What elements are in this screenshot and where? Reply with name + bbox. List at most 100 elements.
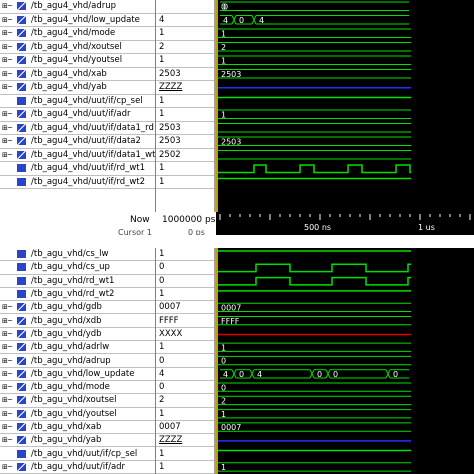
expand-icon[interactable]: ⊞─ bbox=[2, 42, 13, 51]
signal-row[interactable]: ⊞─ /tb_agu_vhd/mode bbox=[0, 381, 155, 395]
signal-row[interactable]: /tb_agu_vhd/cs_lw bbox=[0, 248, 155, 262]
signal-value: ZZZZ bbox=[159, 435, 183, 446]
signal-row[interactable]: ⊞─ /tb_agu4_vhd/uut/if/data1_wt bbox=[0, 149, 155, 162]
expand-icon[interactable]: ⊞─ bbox=[2, 83, 13, 92]
value-row: 4 bbox=[156, 368, 214, 381]
signal-name: /tb_agu4_vhd/xoutsel bbox=[31, 41, 122, 52]
signal-row[interactable]: /tb_agu_vhd/cs_up bbox=[0, 261, 155, 275]
expand-icon[interactable]: ⊞─ bbox=[2, 383, 13, 392]
expand-icon[interactable]: ⊞─ bbox=[2, 15, 13, 24]
signal-row[interactable]: ⊞─ /tb_agu4_vhd/youtsel bbox=[0, 54, 155, 68]
signal-row[interactable]: ⊞─ /tb_agu4_vhd/uut/if/data1_rd bbox=[0, 122, 155, 135]
signal-value: XXXX bbox=[159, 328, 183, 339]
signal-row[interactable]: /tb_agu_vhd/rd_wt2 bbox=[0, 288, 155, 302]
signal-name: /tb_agu_vhd/yab bbox=[31, 435, 102, 446]
signal-value: 2503 bbox=[159, 136, 181, 147]
expand-icon[interactable]: ⊞─ bbox=[2, 316, 13, 325]
signal-row[interactable]: ⊞─ /tb_agu4_vhd/yab bbox=[0, 81, 155, 95]
signal-row[interactable]: ⊞─ /tb_agu4_vhd/xoutsel bbox=[0, 41, 155, 54]
signal-row[interactable]: ⊞─ /tb_agu_vhd/youtsel bbox=[0, 408, 155, 421]
time-tick-label: 1 us bbox=[418, 223, 435, 232]
signal-name: /tb_agu_vhd/rd_wt1 bbox=[31, 275, 115, 286]
bus-signal-icon bbox=[17, 383, 26, 392]
top-signal-values: 4 1 2 1 2503 ZZZZ 1 1 2503 2503 2502 1 1 bbox=[156, 0, 216, 212]
bus-signal-icon bbox=[17, 150, 26, 159]
signal-row[interactable]: /tb_agu_vhd/uut/if/cp_sel bbox=[0, 447, 155, 461]
expand-icon[interactable]: ⊞─ bbox=[2, 123, 13, 132]
top-waveform-area[interactable]: 0 0 4 0 4 1 2 1 2503 1 2503 500 ns 1 us bbox=[216, 0, 474, 235]
signal-value: 1 bbox=[159, 448, 165, 459]
value-row: 1 bbox=[156, 162, 214, 176]
signal-row[interactable]: ⊞─ /tb_agu4_vhd/mode bbox=[0, 27, 155, 41]
signal-row[interactable]: /tb_agu_vhd/rd_wt1 bbox=[0, 275, 155, 288]
signal-value: 2503 bbox=[159, 122, 181, 133]
signal-row[interactable]: ⊞─ /tb_agu4_vhd/uut/if/data2 bbox=[0, 135, 155, 149]
signal-row[interactable]: /tb_agu4_vhd/uut/if/rd_wt1 bbox=[0, 162, 155, 176]
expand-icon[interactable]: ⊞─ bbox=[2, 110, 13, 119]
expand-icon[interactable]: ⊞─ bbox=[2, 29, 13, 38]
bus-signal-icon bbox=[17, 462, 26, 471]
adrup-bus bbox=[218, 355, 411, 366]
signal-row[interactable]: ⊞─ /tb_agu_vhd/adrup bbox=[0, 354, 155, 368]
signal-row[interactable]: ⊞─ /tb_agu4_vhd/uut/if/adr bbox=[0, 108, 155, 122]
signal-row[interactable]: ⊞─ /tb_agu4_vhd/low_update bbox=[0, 14, 155, 27]
adrlw-bus bbox=[218, 342, 411, 352]
signal-name: /tb_agu4_vhd/low_update bbox=[31, 14, 140, 25]
bus-signal-icon bbox=[17, 303, 26, 312]
signal-value: 1 bbox=[159, 176, 165, 187]
signal-icon bbox=[17, 164, 26, 173]
expand-icon[interactable]: ⊞─ bbox=[2, 343, 13, 352]
signal-row[interactable]: ⊞─ /tb_agu4_vhd/xab bbox=[0, 68, 155, 81]
signal-name: /tb_agu_vhd/uut/if/cp_sel bbox=[31, 448, 138, 459]
data2-label: 2503 bbox=[221, 138, 241, 147]
signal-row[interactable]: ⊞─ /tb_agu_vhd/ydb bbox=[0, 328, 155, 342]
bottom-waveform-area[interactable]: 0007 FFFF 1 0 4 0 4 0 0 0 0 2 1 0007 1 bbox=[216, 248, 474, 474]
bottom-signal-values: 1 0 0 1 0007 FFFF XXXX 1 0 4 0 2 1 0007 ZZZZ 1 1 bbox=[156, 248, 216, 474]
expand-icon[interactable]: ⊞─ bbox=[2, 462, 13, 471]
expand-icon[interactable]: ⊞─ bbox=[2, 329, 13, 338]
xdb-label: FFFF bbox=[221, 317, 240, 326]
gdb-bus bbox=[218, 302, 411, 312]
signal-row[interactable]: ⊞─ /tb_agu4_vhd/adrup bbox=[0, 0, 155, 14]
xoutsel-bus bbox=[218, 395, 411, 406]
expand-icon[interactable]: ⊞─ bbox=[2, 150, 13, 159]
signal-row[interactable]: ⊞─ /tb_agu_vhd/adrlw bbox=[0, 341, 155, 355]
expand-icon[interactable]: ⊞─ bbox=[2, 356, 13, 365]
signal-row[interactable]: ⊞─ /tb_agu_vhd/yab bbox=[0, 434, 155, 448]
signal-name: /tb_agu4_vhd/uut/if/data1_rd bbox=[31, 122, 154, 133]
bottom-waveform-canvas[interactable]: 0007 FFFF 1 0 4 0 4 0 0 0 0 2 1 0007 1 bbox=[216, 248, 474, 474]
signal-value: 0 bbox=[159, 382, 165, 393]
expand-icon[interactable]: ⊞─ bbox=[2, 303, 13, 312]
bus-signal-icon bbox=[17, 123, 26, 132]
expand-icon[interactable]: ⊞─ bbox=[2, 56, 13, 65]
signal-row[interactable]: ⊞─ /tb_agu_vhd/uut/if/adr bbox=[0, 461, 155, 474]
signal-value: 1 bbox=[159, 163, 165, 174]
expand-icon[interactable]: ⊞─ bbox=[2, 137, 13, 146]
signal-row[interactable]: ⊞─ /tb_agu_vhd/xoutsel bbox=[0, 394, 155, 408]
value-row: 1 bbox=[156, 108, 214, 122]
signal-name: /tb_agu4_vhd/uut/if/data1_wt bbox=[31, 149, 155, 160]
signal-name: /tb_agu_vhd/youtsel bbox=[31, 408, 117, 419]
expand-icon[interactable]: ⊞─ bbox=[2, 396, 13, 405]
signal-row[interactable]: /tb_agu4_vhd/uut/if/cp_sel bbox=[0, 95, 155, 108]
signal-value: 4 bbox=[159, 368, 165, 379]
expand-icon[interactable]: ⊞─ bbox=[2, 423, 13, 431]
signal-name: /tb_agu4_vhd/youtsel bbox=[31, 55, 123, 66]
signal-value: 0007 bbox=[159, 302, 181, 313]
signal-row[interactable]: ⊞─ /tb_agu_vhd/xdb bbox=[0, 314, 155, 328]
expand-icon[interactable]: ⊞─ bbox=[2, 369, 13, 378]
low-update-label: 0 bbox=[393, 370, 398, 379]
signal-row[interactable]: ⊞─ /tb_agu_vhd/low_update bbox=[0, 368, 155, 381]
top-signal-names: ⊞─ /tb_agu4_vhd/adrup ⊞─ /tb_agu4_vhd/low_u… bbox=[0, 0, 156, 212]
signal-row[interactable]: ⊞─ /tb_agu_vhd/xab bbox=[0, 421, 155, 435]
expand-icon[interactable]: ⊞─ bbox=[2, 2, 13, 11]
signal-name: /tb_agu_vhd/cs_lw bbox=[31, 249, 109, 260]
signal-row[interactable]: ⊞─ /tb_agu_vhd/gdb bbox=[0, 301, 155, 315]
signal-row[interactable]: /tb_agu4_vhd/uut/if/rd_wt2 bbox=[0, 176, 155, 189]
time-axis bbox=[216, 212, 474, 235]
expand-icon[interactable]: ⊞─ bbox=[2, 409, 13, 418]
youtsel-bus bbox=[218, 409, 411, 419]
expand-icon[interactable]: ⊞─ bbox=[2, 436, 13, 445]
expand-icon[interactable]: ⊞─ bbox=[2, 69, 13, 78]
